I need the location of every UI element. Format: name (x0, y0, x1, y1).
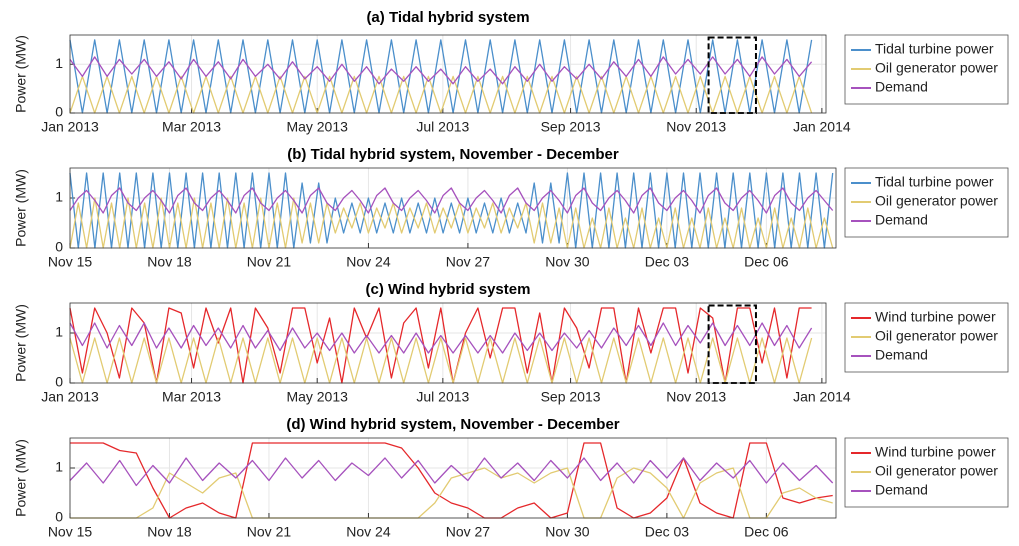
x-tick-label: Jan 2014 (793, 119, 851, 135)
x-tick-label: Nov 18 (147, 254, 192, 270)
x-tick-label: Nov 21 (247, 524, 292, 540)
panel: 0 1 Nov 15 Nov 18 Nov 21 Nov 24 Nov 27 Nov 30 De… (13, 146, 1009, 270)
x-tick-label: Jan 2014 (793, 389, 851, 405)
x-tick-label: Nov 30 (545, 254, 590, 270)
panel: 0 1 Nov 15 Nov 18 Nov 21 Nov 24 Nov 27 Nov 30 De… (13, 416, 1009, 540)
x-tick-label: Nov 24 (346, 524, 391, 540)
legend-label: Wind turbine power (875, 444, 996, 460)
panel: 0 1 Jan 2013 Mar 2013 May 2013 Jul 2013 Sep 20… (13, 9, 1009, 135)
plot-frame (69, 167, 837, 249)
legend-label: Demand (875, 482, 928, 498)
legend-label: Tidal turbine power (875, 174, 994, 190)
x-tick-label: Dec 03 (645, 524, 690, 540)
legend-label: Wind turbine power (875, 309, 996, 325)
legend-label: Demand (875, 212, 928, 228)
x-tick-label: Nov 2013 (666, 389, 726, 405)
series-line (70, 442, 833, 519)
series-line (69, 197, 834, 249)
x-tick-label: Mar 2013 (162, 119, 221, 135)
plot-frame (69, 302, 827, 384)
legend-label: Tidal turbine power (875, 41, 994, 57)
legend-label: Demand (875, 347, 928, 363)
x-tick-label: Jul 2013 (416, 389, 469, 405)
series-line (69, 187, 834, 214)
legend-label: Oil generator power (875, 193, 998, 209)
y-axis-label: Power (MW) (13, 439, 29, 517)
x-tick-label: Sep 2013 (541, 389, 601, 405)
x-tick-label: Dec 03 (645, 254, 690, 270)
y-tick-label: 0 (55, 374, 63, 390)
x-tick-label: Dec 06 (744, 524, 789, 540)
y-tick-label: 0 (55, 239, 63, 255)
x-tick-label: Nov 18 (147, 524, 192, 540)
plot-frame (69, 437, 837, 519)
chart-title: (b) Tidal hybrid system, November - Dece… (287, 146, 619, 163)
panel: 0 1 Jan 2013 Mar 2013 May 2013 Jul 2013 Sep 20… (13, 281, 1009, 405)
series-line (69, 457, 834, 487)
legend-box (844, 34, 1009, 105)
chart-title: (d) Wind hybrid system, November - Decem… (286, 416, 619, 433)
x-tick-label: Nov 24 (346, 254, 391, 270)
y-axis-label: Power (MW) (13, 35, 29, 113)
legend-label: Oil generator power (875, 328, 998, 344)
y-tick-label: 1 (55, 459, 63, 475)
chart-title: (a) Tidal hybrid system (366, 9, 529, 26)
x-tick-label: Dec 06 (744, 254, 789, 270)
x-tick-label: Nov 15 (48, 254, 93, 270)
y-tick-label: 0 (55, 104, 63, 120)
x-tick-label: Nov 21 (247, 254, 292, 270)
legend-label: Demand (875, 79, 928, 95)
y-axis-label: Power (MW) (13, 304, 29, 382)
series-line (69, 56, 813, 85)
x-tick-label: May 2013 (286, 389, 348, 405)
y-tick-label: 1 (55, 55, 63, 71)
legend-label: Oil generator power (875, 60, 998, 76)
x-tick-label: May 2013 (286, 119, 348, 135)
chart-title: (c) Wind hybrid system (366, 281, 531, 298)
x-tick-label: Nov 30 (545, 524, 590, 540)
legend-box (844, 437, 1009, 508)
legend-label: Oil generator power (875, 463, 998, 479)
x-tick-label: Jul 2013 (416, 119, 469, 135)
y-tick-label: 1 (55, 324, 63, 340)
series-line (69, 322, 813, 354)
y-tick-label: 0 (55, 509, 63, 525)
y-tick-label: 1 (55, 189, 63, 205)
plot-frame (69, 34, 827, 114)
x-tick-label: Nov 15 (48, 524, 93, 540)
x-tick-label: Nov 27 (446, 524, 491, 540)
legend-box (844, 167, 1009, 238)
series-line (69, 307, 812, 384)
series-line (69, 39, 813, 114)
x-tick-label: Jan 2013 (41, 119, 99, 135)
y-axis-label: Power (MW) (13, 169, 29, 247)
series-line (69, 337, 813, 384)
x-tick-label: Mar 2013 (162, 389, 221, 405)
legend-box (844, 302, 1009, 373)
x-tick-label: Nov 2013 (666, 119, 726, 135)
x-tick-label: Nov 27 (446, 254, 491, 270)
series-line (70, 467, 833, 519)
x-tick-label: Jan 2013 (41, 389, 99, 405)
x-tick-label: Sep 2013 (541, 119, 601, 135)
